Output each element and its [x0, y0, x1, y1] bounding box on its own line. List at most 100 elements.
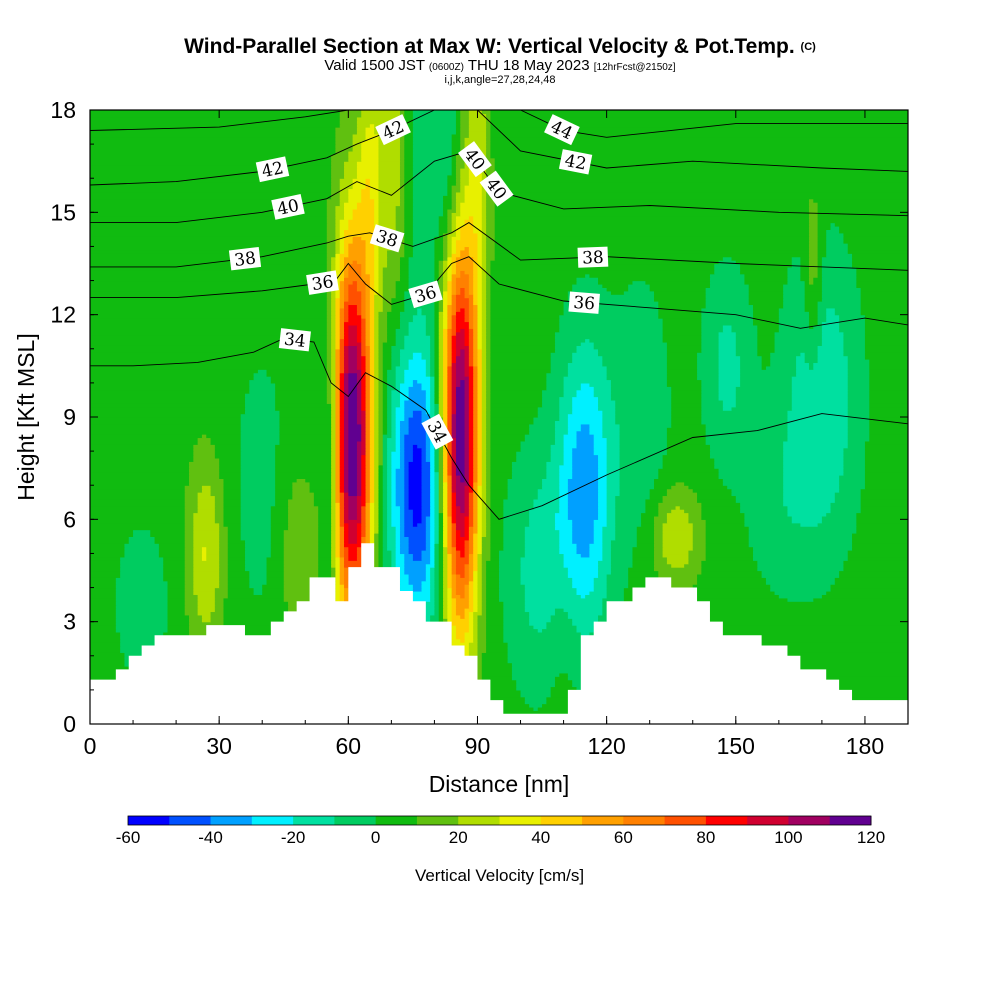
heat-cell: [839, 324, 866, 329]
heat-cell: [542, 396, 560, 401]
heat-cell: [473, 676, 483, 681]
heat-cell: [787, 597, 814, 602]
heat-cell: [309, 488, 332, 493]
heat-cell: [697, 498, 737, 503]
heat-cell: [434, 338, 440, 343]
heat-cell: [697, 355, 720, 360]
heat-cell: [447, 481, 453, 486]
heat-cell: [115, 577, 164, 582]
heat-cell: [292, 488, 311, 493]
heat-cell: [391, 403, 401, 408]
heat-cell: [356, 556, 362, 561]
heat-cell: [473, 662, 483, 667]
heat-cell: [361, 379, 367, 384]
heat-cell: [778, 594, 823, 599]
heat-cell: [365, 359, 371, 364]
heat-cell: [326, 324, 332, 329]
heat-cell: [443, 580, 448, 585]
heat-cell: [219, 546, 229, 551]
heat-cell: [240, 447, 276, 452]
heat-cell: [90, 399, 246, 404]
heat-cell: [662, 495, 698, 500]
heat-cell: [378, 515, 384, 520]
heat-cell: [361, 410, 367, 415]
heat-cell: [421, 471, 431, 476]
heat-cell: [434, 563, 440, 568]
heat-cell: [90, 655, 126, 660]
heat-cell: [430, 485, 436, 490]
heat-cell: [361, 359, 367, 364]
heat-cell: [184, 604, 199, 609]
heat-cell: [783, 440, 849, 445]
heat-cell: [374, 563, 380, 568]
heat-cell: [391, 348, 401, 353]
heat-cell: [477, 324, 483, 329]
heat-cell: [486, 614, 504, 619]
heat-cell: [593, 345, 668, 350]
heat-cell: [387, 430, 392, 435]
heat-cell: [490, 519, 504, 524]
heat-cell: [473, 318, 479, 323]
heat-cell: [718, 348, 737, 353]
heat-cell: [425, 522, 431, 527]
heat-cell: [468, 550, 474, 555]
heat-cell: [791, 396, 849, 401]
heat-cell: [369, 423, 375, 428]
heat-cell: [602, 413, 616, 418]
heat-cell: [348, 376, 358, 381]
heat-cell: [490, 389, 543, 394]
heat-cell: [438, 457, 444, 462]
heat-cell: [486, 437, 491, 442]
heat-cell: [490, 526, 504, 531]
heat-cell: [382, 546, 388, 551]
heat-cell: [451, 372, 457, 377]
heat-cell: [477, 481, 483, 486]
heat-cell: [464, 488, 470, 493]
heat-cell: [447, 608, 453, 613]
heat-cell: [408, 492, 423, 497]
heat-cell: [356, 331, 362, 336]
heat-cell: [275, 488, 293, 493]
heat-cell: [361, 331, 367, 336]
heat-cell: [451, 539, 457, 544]
heat-cell: [408, 461, 423, 466]
heat-cell: [331, 389, 336, 394]
heat-cell: [714, 457, 784, 462]
heat-cell: [468, 481, 474, 486]
heat-cell: [697, 365, 720, 370]
heat-cell: [864, 451, 908, 456]
heat-cell: [348, 485, 358, 490]
heat-cell: [339, 519, 345, 524]
heat-cell: [451, 584, 457, 589]
heat-cell: [701, 505, 741, 510]
heat-cell: [163, 570, 186, 575]
heat-cell: [382, 382, 388, 387]
heat-cell: [843, 464, 866, 469]
heat-cell: [468, 372, 474, 377]
heat-cell: [227, 536, 242, 541]
heat-cell: [671, 420, 702, 425]
heat-cell: [468, 399, 474, 404]
heat-cell: [266, 563, 285, 568]
heat-cell: [550, 454, 565, 459]
heat-cell: [344, 372, 349, 377]
heat-cell: [193, 526, 220, 531]
heat-cell: [240, 427, 281, 432]
heat-cell: [223, 519, 242, 524]
heat-cell: [399, 430, 410, 435]
heat-cell: [662, 546, 694, 551]
heat-cell: [464, 413, 470, 418]
heat-cell: [391, 307, 405, 312]
heat-cell: [753, 556, 849, 561]
heat-cell: [821, 341, 845, 346]
heat-cell: [473, 625, 479, 630]
heat-cell: [219, 536, 229, 541]
heat-cell: [490, 498, 504, 503]
heat-cell: [701, 335, 720, 340]
heat-cell: [731, 488, 784, 493]
heat-cell: [464, 461, 470, 466]
heat-cell: [451, 437, 457, 442]
heat-cell: [748, 543, 853, 548]
heat-cell: [421, 485, 431, 490]
heat-cell: [847, 437, 870, 442]
